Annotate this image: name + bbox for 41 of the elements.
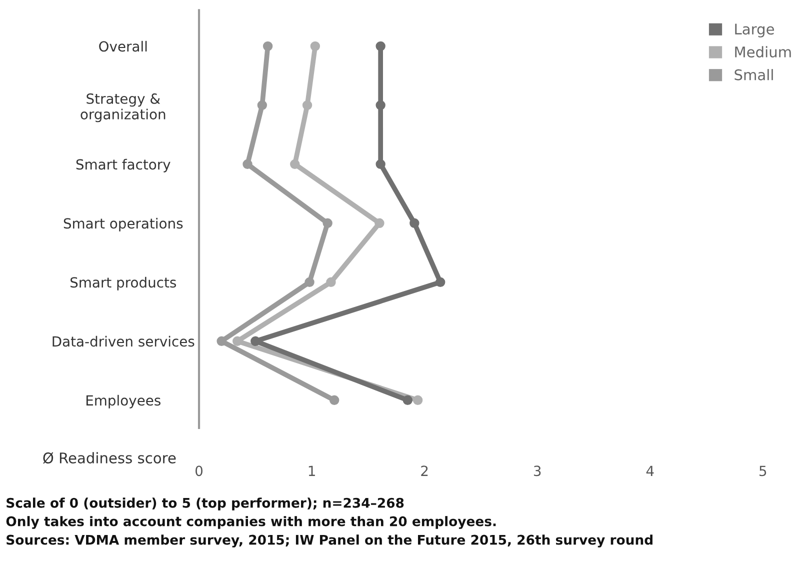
point: [376, 100, 386, 110]
point: [257, 100, 268, 110]
point: [329, 395, 340, 406]
x-tick-label: 1: [308, 466, 315, 476]
point: [374, 218, 384, 228]
point: [262, 41, 273, 52]
y-tick-label: Strategy & organization: [80, 93, 166, 122]
x-tick-label: 2: [421, 466, 428, 476]
point: [376, 159, 386, 170]
legend-label: Small: [734, 69, 773, 80]
y-tick-label: Data-driven services: [52, 336, 194, 347]
text: Scale of 0 (outsider) to 5 (top performer); n=234–268: [6, 498, 404, 510]
point: [326, 277, 336, 288]
point: [232, 336, 242, 346]
point: [242, 159, 252, 170]
point: [412, 395, 423, 406]
legend-label: Large: [735, 24, 774, 38]
text: Only takes into account companies with more than 20 employees.: [6, 516, 496, 529]
y-tick-label: Smart operations: [64, 218, 183, 232]
y-tick-label: Smart factory: [76, 158, 170, 172]
x-tick-label: 0: [196, 466, 203, 476]
point: [435, 277, 446, 288]
x-axis-title: Ø Readiness score: [43, 452, 176, 464]
x-tick-label: 5: [760, 466, 766, 476]
source-note: Sources: VDMA member survey, 2015; IW Panel on the Future 2015, 26th survey round: [6, 534, 652, 548]
point: [302, 100, 312, 110]
point: [376, 41, 386, 52]
y-tick-label: Overall: [99, 40, 147, 52]
point: [250, 336, 260, 346]
y-tick-label: Employees: [86, 394, 160, 408]
point: [402, 395, 413, 406]
x-tick-label: 4: [646, 466, 654, 476]
x-tick-label: 3: [534, 466, 541, 476]
legend-label: Medium: [735, 46, 791, 58]
point: [410, 218, 420, 228]
point: [310, 41, 320, 52]
point: [304, 277, 314, 288]
point: [322, 218, 332, 228]
point: [216, 336, 226, 346]
point: [290, 159, 300, 170]
y-tick-label: Smart products: [70, 276, 176, 290]
